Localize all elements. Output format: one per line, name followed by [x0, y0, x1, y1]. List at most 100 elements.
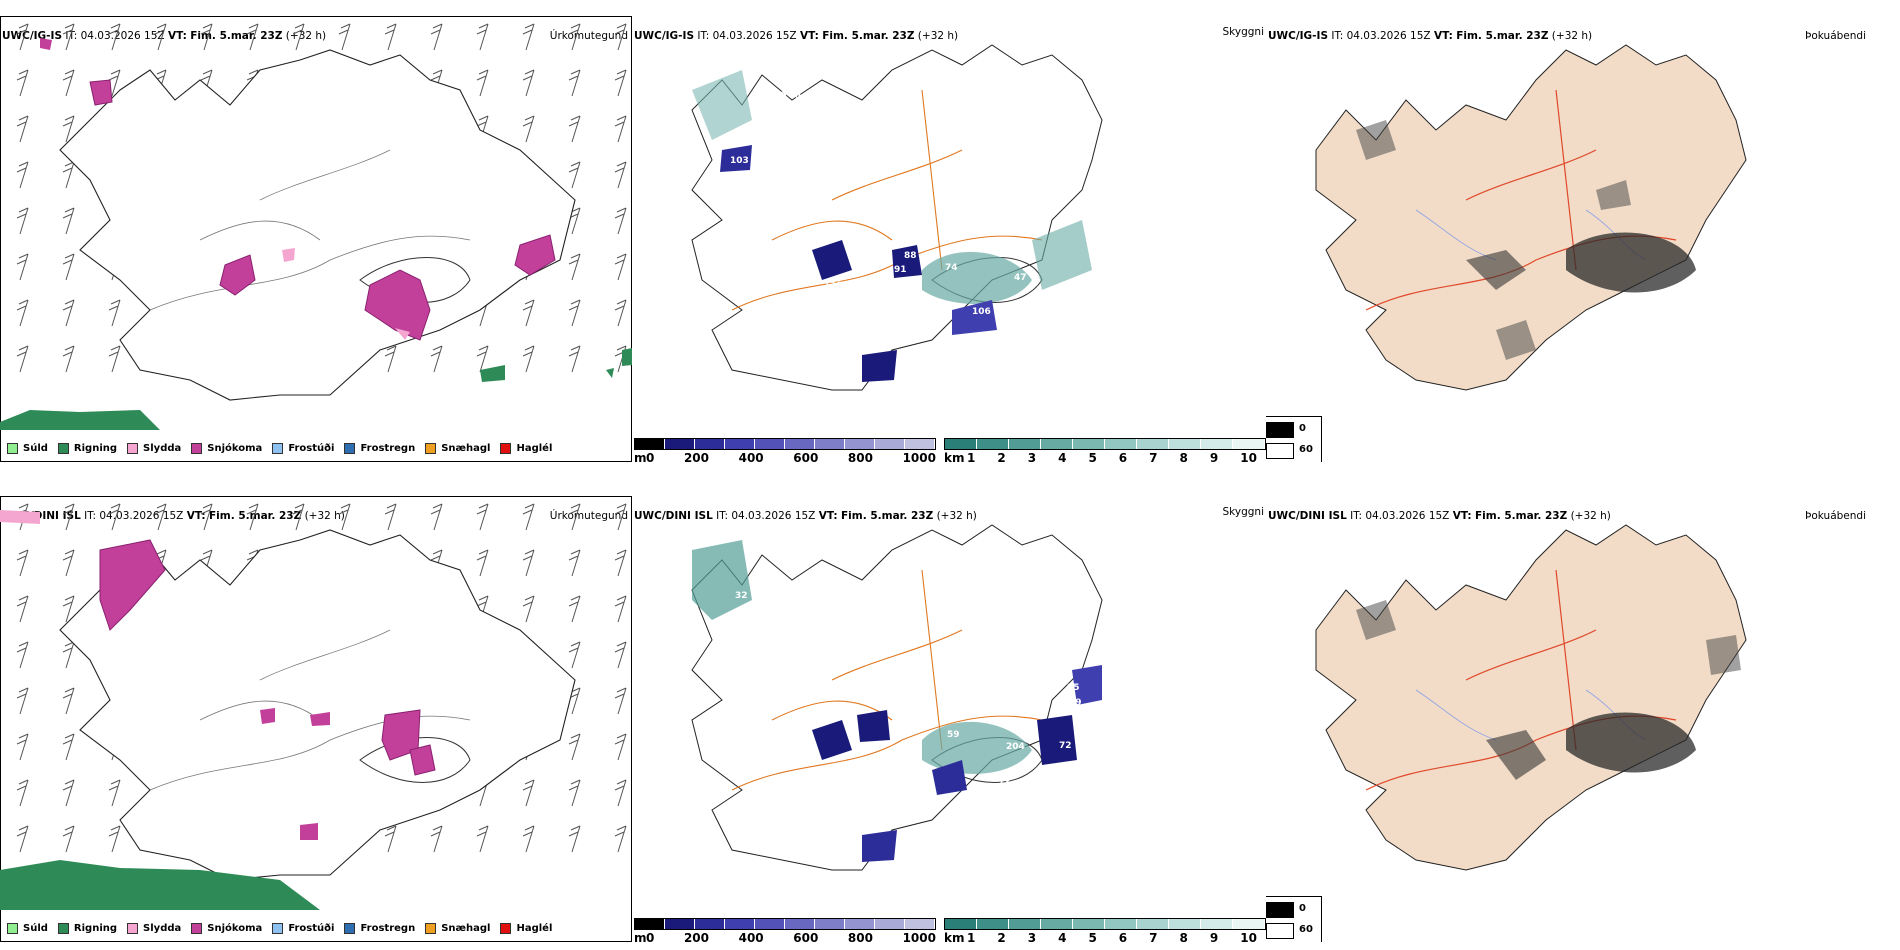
ceiling-label: 20 [730, 629, 743, 639]
wind-barb [522, 779, 535, 807]
wind-barb [614, 23, 627, 51]
valid-time: Fim. 5.mar. 23Z [822, 30, 915, 42]
vis-color [977, 439, 1009, 449]
fog-key: 0 60 [1266, 896, 1322, 942]
rain-area [0, 860, 320, 910]
lead-time: (+32 h) [1570, 510, 1611, 522]
wind-barb [62, 115, 75, 143]
ceiling-color [845, 919, 875, 929]
panel-type: Skyggni [1222, 506, 1265, 518]
vis-tick: 10 [1240, 451, 1257, 462]
wind-barb [16, 23, 29, 51]
legend-item: Frostúði [269, 443, 337, 454]
wind-barb [384, 345, 397, 373]
ceiling-tick: 1000 [902, 931, 936, 942]
valid-time: Fim. 5.mar. 23Z [1474, 510, 1568, 522]
wind-barb [522, 549, 535, 577]
legend-swatch [344, 443, 356, 454]
wind-barb [108, 23, 121, 51]
wind-barb [62, 207, 75, 235]
valid-label: VT: [1433, 30, 1453, 42]
legend-item: Slydda [124, 923, 184, 934]
wind-barb [246, 23, 259, 51]
wind-barb [16, 69, 29, 97]
wind-barb [16, 733, 29, 761]
legend-swatch [272, 443, 284, 454]
ceiling-color [875, 439, 905, 449]
ceiling-unit: m [634, 931, 647, 942]
legend-label: Haglél [516, 923, 553, 934]
init-time: IT: 04.03.2026 15Z [84, 510, 184, 522]
ceiling-label: 74 [945, 263, 958, 273]
panel-title: UWC/IG-IS IT: 04.03.2026 15Z VT: Fim. 5.… [1268, 30, 1592, 42]
ceiling-color [845, 439, 875, 449]
wind-barb [614, 503, 627, 531]
legend-item: Frostregn [341, 923, 418, 934]
ceiling-tick: 200 [683, 931, 710, 942]
vis-tick: 8 [1179, 451, 1188, 462]
ceiling-color [695, 919, 725, 929]
wind-barb [430, 503, 443, 531]
legend-swatch [425, 443, 437, 454]
ceiling-panel-row1: UWC/IG-IS IT: 04.03.2026 15Z VT: Fim. 5.… [632, 10, 1272, 462]
iceland-outline [1315, 44, 1747, 391]
legend-item: Snæhagl [422, 443, 493, 454]
legend-swatch [127, 923, 139, 934]
vis-unit: km [944, 931, 965, 942]
ceiling-color [665, 439, 695, 449]
wind-barb [568, 299, 581, 327]
wind-barb [614, 687, 627, 715]
vis-color [1073, 439, 1105, 449]
wind-barb [338, 23, 351, 51]
legend-item: Rigning [55, 923, 120, 934]
low-ceiling-area [1072, 665, 1102, 705]
wind-barb [16, 825, 29, 853]
valid-label: VT: [186, 510, 206, 522]
wind-barb [16, 779, 29, 807]
vis-color [1009, 919, 1041, 929]
vis-tick: 10 [1240, 931, 1257, 942]
ceiling-map: 330 404 32 120 20 103 59 204 72 72 80 85… [691, 524, 1103, 875]
legend-swatch [500, 923, 512, 934]
panel-title: UWC/DINI ISL IT: 04.03.2026 15Z VT: Fim.… [1268, 510, 1611, 522]
vis-color [1041, 919, 1073, 929]
legend-swatch [7, 923, 18, 934]
ceiling-label: 79 [1069, 698, 1082, 708]
ceiling-color [815, 439, 845, 449]
legend-label: Frostregn [360, 443, 416, 454]
vis-tick: 3 [1027, 931, 1037, 942]
panel-type: Úrkomutegund [549, 30, 628, 42]
ceiling-color [905, 919, 935, 929]
ceiling-label: 330 [758, 546, 777, 556]
legend-label: Snjókoma [207, 443, 263, 454]
precip-map [0, 503, 627, 910]
fog-area [1566, 232, 1696, 293]
wind-barb [522, 69, 535, 97]
valid-label: VT: [818, 510, 838, 522]
vis-ticks: 1 2 3 4 5 6 7 8 9 10 [967, 451, 1257, 462]
vis-color [1137, 439, 1169, 449]
model-name: UWC/IG-IS [634, 30, 695, 42]
vis-tick: 6 [1118, 931, 1128, 942]
ceiling-color [755, 439, 785, 449]
low-ceiling-area [862, 830, 897, 862]
ceiling-ticks: 0 200 400 600 800 1000 [646, 451, 936, 462]
wind-barb [568, 345, 581, 373]
fog-area [1706, 635, 1741, 675]
vis-tick: 8 [1179, 931, 1188, 942]
wind-barb [62, 595, 75, 623]
vis-color [1169, 919, 1201, 929]
wind-barb [108, 299, 121, 327]
ceiling-ticks: 0 200 400 600 800 1000 [646, 931, 936, 942]
ceiling-label: 100 [782, 91, 801, 101]
wind-barb [154, 503, 167, 531]
wind-barb [16, 299, 29, 327]
legend-label: Snjókoma [207, 923, 263, 934]
wind-barb [62, 733, 75, 761]
low-vis-area [692, 540, 752, 620]
sleet-area [395, 328, 410, 340]
legend-swatch [57, 443, 69, 454]
vis-color [1009, 439, 1041, 449]
vis-color [945, 439, 977, 449]
snow-area [89, 79, 113, 106]
